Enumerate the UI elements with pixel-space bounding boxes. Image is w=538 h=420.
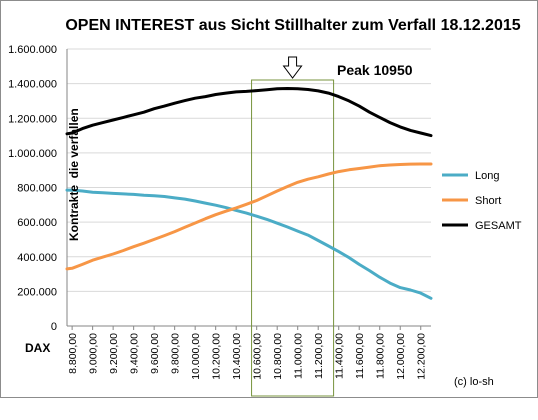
grid-lines	[66, 48, 431, 327]
chart-svg: OPEN INTEREST aus Sicht Stillhalter zum …	[8, 17, 522, 397]
y-tick-label: 0	[51, 321, 57, 333]
y-tick-label: 1.000.000	[8, 148, 57, 160]
y-tick-label: 1.600.000	[8, 44, 57, 56]
y-tick-label: 800.000	[17, 183, 57, 195]
chart-title: OPEN INTEREST aus Sicht Stillhalter zum …	[65, 17, 520, 34]
x-tick-label: 10.400,00	[231, 333, 243, 380]
legend-label: GESAMT	[475, 220, 522, 232]
legend: Long Short GESAMT	[442, 170, 522, 232]
down-arrow-shape	[282, 56, 303, 79]
series-line-gesamt	[65, 87, 433, 138]
y-tick-label: 200.000	[17, 286, 57, 298]
x-tick-label: 9.600,00	[149, 333, 161, 374]
y-tick-label: 600.000	[17, 217, 57, 229]
x-tick-label: 9.000,00	[88, 333, 100, 374]
series-line-short	[65, 162, 433, 271]
y-tick-label: 400.000	[17, 252, 57, 264]
peak-annotation: Peak 10950	[337, 62, 413, 78]
y-axis-label: Kontrakte die verfallen	[67, 108, 81, 241]
highlight-rect	[251, 79, 335, 397]
x-tick-label: 11.400,00	[334, 333, 346, 379]
x-tick-label: 11.600,00	[354, 333, 366, 379]
x-tick-label: 10.600,00	[252, 333, 264, 380]
x-tick-label: 9.800,00	[170, 333, 182, 374]
down-arrow-icon	[282, 56, 303, 79]
x-tick-label: 11.200,00	[313, 333, 325, 379]
legend-label: Short	[475, 195, 501, 207]
credit-label: (c) lo-sh	[454, 376, 494, 388]
x-tick-label: 10.000,00	[190, 333, 202, 380]
highlight-box	[251, 79, 335, 397]
y-axis-ticks: 0 200.000 400.000 600.000 800.000 1.000.000 1.…	[8, 44, 57, 333]
series-line-long	[65, 188, 433, 300]
x-tick-label: 10.800,00	[272, 333, 284, 380]
legend-label: Long	[475, 170, 499, 182]
x-axis-label: DAX	[25, 341, 50, 355]
x-tick-label: 9.400,00	[129, 333, 141, 374]
y-tick-label: 1.400.000	[8, 79, 57, 91]
x-tick-label: 11.800,00	[375, 333, 387, 379]
x-tick-label: 10.200,00	[211, 333, 223, 380]
x-tick-label: 11.000,00	[293, 333, 305, 379]
x-tick-label: 12.000,00	[395, 333, 407, 380]
x-tick-label: 12.200,00	[416, 333, 428, 380]
x-tick-label: 9.200,00	[108, 333, 120, 374]
chart-area: OPEN INTEREST aus Sicht Stillhalter zum …	[0, 0, 538, 398]
series-lines	[65, 87, 433, 300]
x-tick-label: 8.800,00	[67, 333, 79, 374]
x-axis-ticks: 8.800,00 9.000,00 9.200,00 9.400,00 9.600,00…	[67, 326, 428, 380]
y-tick-label: 1.200.000	[8, 113, 57, 125]
